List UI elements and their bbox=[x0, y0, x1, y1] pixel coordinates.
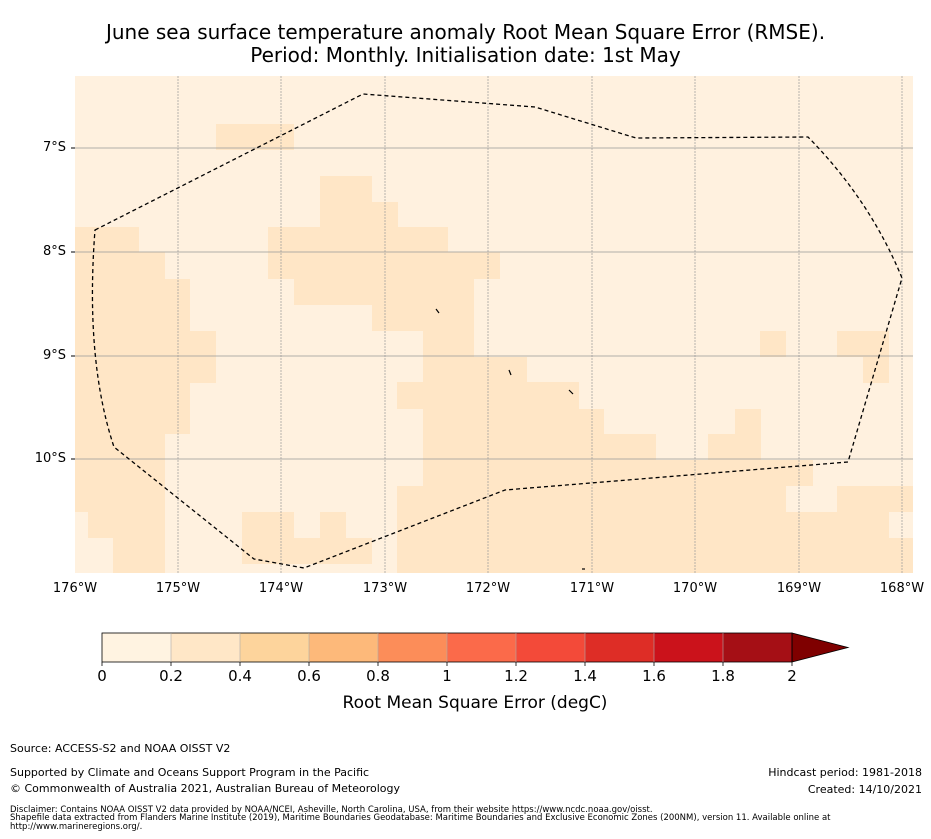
eez-boundary bbox=[91, 93, 903, 569]
cell bbox=[216, 124, 294, 150]
disclaimer-line2: Shapefile data extracted from Flanders M… bbox=[10, 813, 831, 823]
gridlines-lon bbox=[177, 76, 903, 573]
cell bbox=[735, 409, 761, 434]
hindcast-text: Hindcast period: 1981-2018 bbox=[768, 766, 922, 779]
colorbar-tick-label: 1.2 bbox=[504, 667, 528, 685]
colorbar-segment bbox=[723, 633, 792, 662]
cell-light bbox=[786, 486, 837, 512]
colorbar-tick-label: 1 bbox=[442, 667, 452, 685]
colorbar-segment bbox=[654, 633, 723, 662]
disclaimer-line1: Disclaimer: Contains NOAA OISST V2 data … bbox=[10, 805, 653, 815]
colorbar-tick-label: 0.6 bbox=[297, 667, 321, 685]
cell bbox=[75, 227, 139, 253]
cell bbox=[75, 279, 190, 331]
cell bbox=[320, 512, 346, 538]
lon-label: 173°W bbox=[362, 581, 408, 596]
cell bbox=[372, 305, 474, 331]
cell bbox=[294, 279, 474, 305]
colorbar-tick-label: 1.6 bbox=[642, 667, 666, 685]
colorbar-tick-label: 1.8 bbox=[711, 667, 735, 685]
cell bbox=[242, 512, 294, 538]
colorbar-segment bbox=[585, 633, 654, 662]
lat-label: 9°S bbox=[42, 348, 66, 363]
lon-label: 175°W bbox=[155, 581, 201, 596]
cell bbox=[423, 331, 474, 357]
cell-light bbox=[889, 512, 913, 538]
colorbar-tick-label: 1.4 bbox=[573, 667, 597, 685]
lon-label: 170°W bbox=[672, 581, 718, 596]
copyright-text: © Commonwealth of Australia 2021, Austra… bbox=[10, 782, 400, 795]
cell bbox=[397, 512, 913, 538]
islands bbox=[435, 308, 585, 570]
lat-label: 8°S bbox=[42, 244, 66, 259]
cell bbox=[320, 176, 372, 202]
cell bbox=[448, 252, 500, 279]
cell bbox=[75, 252, 165, 279]
cell bbox=[423, 434, 656, 460]
cell bbox=[423, 460, 682, 486]
cell bbox=[760, 331, 786, 357]
lat-label: 10°S bbox=[34, 451, 66, 466]
colorbar-segment bbox=[240, 633, 309, 662]
cell bbox=[682, 460, 813, 486]
chart-title-line1: June sea surface temperature anomaly Roo… bbox=[105, 20, 826, 44]
cell bbox=[75, 383, 190, 434]
lon-label: 169°W bbox=[776, 581, 822, 596]
cell bbox=[75, 331, 216, 383]
cell bbox=[88, 512, 165, 538]
island bbox=[568, 389, 574, 395]
cell bbox=[397, 538, 913, 573]
lat-label: 7°S bbox=[42, 140, 66, 155]
colorbar-tick-label: 2 bbox=[787, 667, 797, 685]
cell bbox=[268, 227, 448, 279]
colorbar-segment bbox=[102, 633, 171, 662]
colorbar-tick-label: 0.8 bbox=[366, 667, 390, 685]
source-text: Source: ACCESS-S2 and NOAA OISST V2 bbox=[10, 742, 231, 755]
cell bbox=[423, 357, 527, 383]
cell bbox=[113, 538, 165, 573]
colorbar-frame bbox=[101, 632, 793, 663]
colorbar-label: Root Mean Square Error (degC) bbox=[342, 693, 608, 713]
lon-label: 168°W bbox=[879, 581, 925, 596]
rmse-map bbox=[71, 76, 913, 573]
created-text: Created: 14/10/2021 bbox=[807, 783, 922, 796]
colorbar-tick-label: 0.2 bbox=[159, 667, 183, 685]
lon-label: 176°W bbox=[52, 581, 98, 596]
lon-label: 172°W bbox=[465, 581, 511, 596]
cell bbox=[423, 409, 604, 434]
colorbar-segment bbox=[309, 633, 378, 662]
cell bbox=[242, 538, 372, 564]
colorbar-segment bbox=[447, 633, 516, 662]
colorbar-segments bbox=[102, 632, 850, 663]
colorbar-segment bbox=[378, 633, 447, 662]
cell bbox=[75, 434, 165, 512]
cell bbox=[837, 331, 889, 357]
cell bbox=[863, 357, 889, 383]
cell bbox=[320, 202, 398, 228]
island bbox=[435, 308, 440, 314]
colorbar-tick-label: 0 bbox=[97, 667, 107, 685]
colorbar-segment bbox=[516, 633, 585, 662]
colorbar-segment bbox=[171, 633, 240, 662]
chart-title-line2: Period: Monthly. Initialisation date: 1s… bbox=[250, 43, 681, 67]
rmse-cells-0.2-0.4 bbox=[75, 124, 913, 573]
colorbar-tick-label: 0.4 bbox=[228, 667, 252, 685]
lon-label: 171°W bbox=[569, 581, 615, 596]
island bbox=[508, 369, 512, 376]
disclaimer-line3: http://www.marineregions.org/. bbox=[10, 822, 143, 832]
cell bbox=[708, 434, 761, 460]
lon-label: 174°W bbox=[258, 581, 304, 596]
colorbar-ticks bbox=[101, 633, 793, 666]
gridlines bbox=[75, 147, 913, 460]
lat-ticks bbox=[71, 147, 75, 460]
colorbar-extend-arrow bbox=[791, 632, 850, 663]
support-text: Supported by Climate and Oceans Support … bbox=[10, 766, 370, 779]
